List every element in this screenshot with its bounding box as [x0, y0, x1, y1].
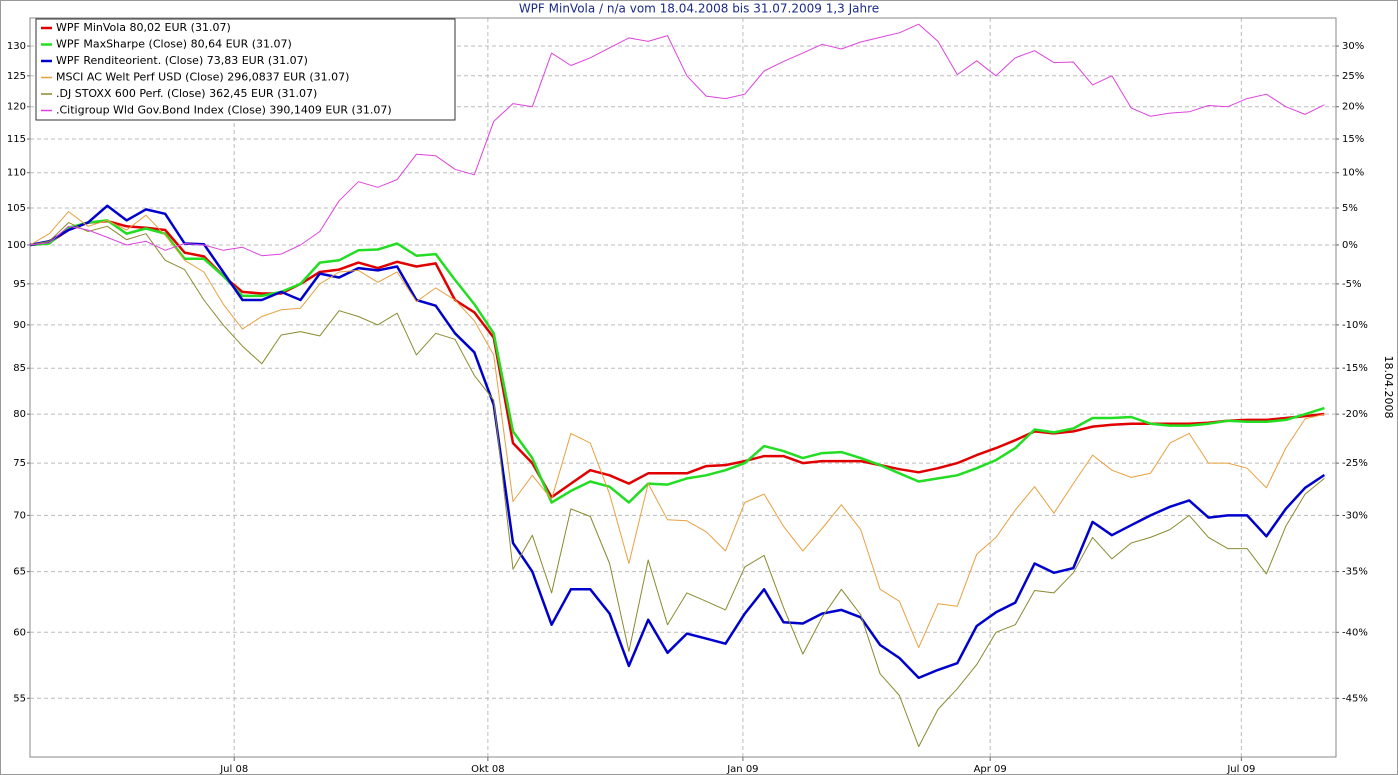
- y2-tick-label: -40%: [1342, 627, 1368, 638]
- series-line: [29, 222, 1325, 748]
- y2-tick-label: 0%: [1342, 240, 1358, 251]
- y-tick-label: 65: [13, 567, 26, 578]
- series-line: [29, 219, 1325, 504]
- series-line: [29, 219, 1325, 499]
- y2-tick-label: 5%: [1342, 203, 1358, 214]
- y-tick-label: 120: [7, 102, 26, 113]
- y2-tick-label: 25%: [1342, 71, 1364, 82]
- legend-box: [35, 18, 456, 121]
- chart-title: WPF MinVola / n/a vom 18.04.2008 bis 31.…: [519, 2, 879, 16]
- legend-label: .Citigroup Wld Gov.Bond Index (Close) 39…: [56, 104, 392, 117]
- y2-tick-label: -25%: [1342, 458, 1368, 469]
- y-tick-label: 130: [7, 41, 26, 52]
- y-tick-label: 90: [13, 320, 26, 331]
- series-line: [29, 204, 1326, 680]
- y-tick-label: 55: [13, 693, 26, 704]
- y-tick-label: 75: [13, 458, 26, 469]
- y-tick-label: 110: [7, 168, 26, 179]
- series-line: [29, 23, 1325, 257]
- y2-tick-label: -20%: [1342, 409, 1368, 420]
- x-tick-label: Jan 09: [726, 764, 758, 775]
- legend-label: WPF Renditeorient. (Close) 73,83 EUR (31…: [56, 54, 308, 67]
- legend-label: MSCI AC Welt Perf USD (Close) 296,0837 E…: [56, 71, 349, 84]
- series-line: [29, 211, 1325, 649]
- x-tick-label: Okt 08: [471, 764, 505, 775]
- y2-tick-label: -15%: [1342, 363, 1368, 374]
- y2-tick-label: 20%: [1342, 102, 1364, 113]
- x-tick-label: Jul 09: [1226, 764, 1255, 775]
- y2-tick-label: -5%: [1342, 279, 1361, 290]
- y-tick-label: 115: [7, 134, 26, 145]
- y-tick-label: 105: [7, 203, 26, 214]
- legend-label: .DJ STOXX 600 Perf. (Close) 362,45 EUR (…: [56, 87, 317, 100]
- x-tick-label: Jul 08: [219, 764, 248, 775]
- y2-tick-label: 30%: [1342, 41, 1364, 52]
- y2-tick-label: 15%: [1342, 134, 1364, 145]
- y-tick-label: 125: [7, 71, 26, 82]
- plot-frame: [29, 17, 1337, 758]
- legend-label: WPF MinVola 80,02 EUR (31.07): [56, 21, 231, 34]
- y-tick-label: 80: [13, 409, 26, 420]
- y2-tick-label: -35%: [1342, 567, 1368, 578]
- x-tick-label: Apr 09: [974, 764, 1007, 775]
- y-tick-label: 70: [13, 510, 26, 521]
- y2-tick-label: -30%: [1342, 510, 1368, 521]
- y2-axis-label: 18.04.2008: [1382, 356, 1395, 419]
- y2-tick-label: -10%: [1342, 320, 1368, 331]
- y2-tick-label: -45%: [1342, 693, 1368, 704]
- y2-tick-label: 10%: [1342, 168, 1364, 179]
- y-tick-label: 85: [13, 363, 26, 374]
- y-tick-label: 60: [13, 627, 26, 638]
- y-tick-label: 95: [13, 279, 26, 290]
- legend-label: WPF MaxSharpe (Close) 80,64 EUR (31.07): [56, 38, 292, 51]
- y-tick-label: 100: [7, 240, 26, 251]
